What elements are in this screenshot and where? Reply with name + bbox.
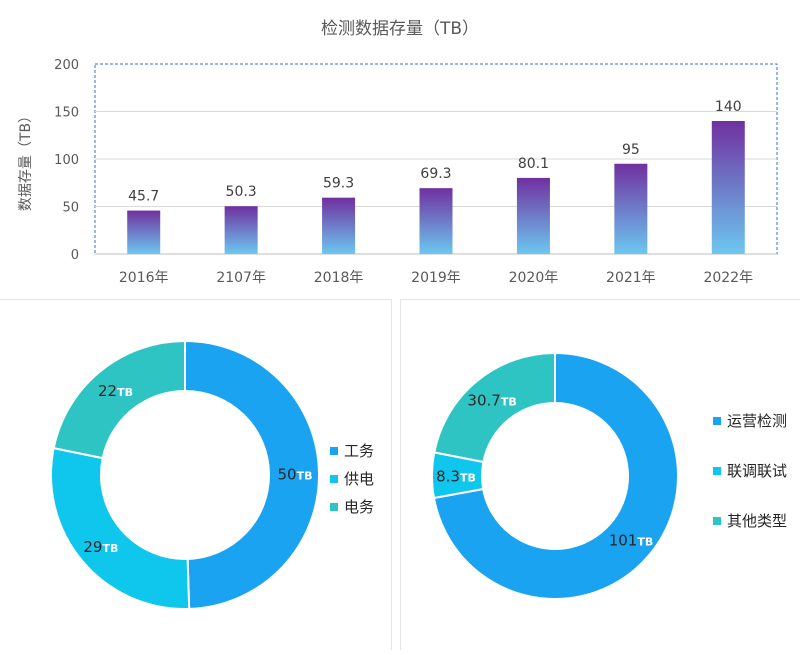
- x-tick-label: 2020年: [509, 270, 559, 286]
- bar-value-label: 59.3: [323, 176, 354, 192]
- donut-slices: [431, 351, 679, 600]
- slice-value: 30.7: [467, 392, 500, 410]
- y-tick-label: 200: [54, 58, 79, 73]
- legend-label: 电务: [344, 498, 374, 516]
- slice-value-label: 22TB: [98, 382, 133, 400]
- bar-value-label: 140: [715, 99, 742, 115]
- y-tick-label: 50: [62, 201, 79, 216]
- slice-value: 50: [277, 465, 296, 483]
- slice-value-label: 8.3TB: [436, 467, 476, 485]
- x-tick-labels: 2016年 2107年 2018年 2019年 2020年 2021年 2022年: [119, 270, 753, 286]
- bar-value-label: 80.1: [518, 156, 549, 172]
- slice-value: 8.3: [436, 467, 460, 485]
- bar: [614, 163, 648, 254]
- slice-value-label: 50TB: [277, 465, 312, 483]
- slice-unit: TB: [117, 386, 133, 399]
- donut-slice: [433, 351, 556, 464]
- y-tick-label: 100: [54, 153, 79, 168]
- x-tick-label: 2107年: [216, 270, 266, 286]
- slice-unit: TB: [637, 535, 653, 548]
- bar-value-label: 50.3: [226, 184, 257, 200]
- donut-slice: [432, 351, 679, 600]
- slice-unit: TB: [102, 542, 118, 555]
- legend-swatch: [330, 475, 338, 483]
- chart-title: 检测数据存量（TB）: [321, 19, 479, 39]
- legend-label: 其他类型: [727, 512, 787, 530]
- legend-swatch: [330, 447, 338, 455]
- bar: [224, 206, 258, 254]
- x-tick-label: 2022年: [703, 270, 753, 286]
- bar-value-labels: 45.7 50.3 59.3 69.3 80.1 95 140: [128, 99, 742, 205]
- donut-slice: [184, 339, 320, 610]
- bars: [127, 121, 745, 254]
- legend-swatch: [713, 517, 721, 525]
- y-axis-label: 数据存量（TB）: [18, 109, 34, 211]
- slice-value-label: 29TB: [83, 538, 118, 556]
- bar: [322, 197, 356, 254]
- slice-value-label: 30.7TB: [467, 392, 516, 410]
- bar-chart: 检测数据存量（TB） 数据存量（TB） 0 50 100 150 200 45.7 50.…: [18, 19, 778, 286]
- donut-panel-by-department: 50TB 29TB 22TB 工务 供电 电务: [0, 299, 392, 650]
- y-tick-label: 150: [54, 106, 79, 121]
- bar-value-label: 45.7: [128, 189, 159, 205]
- slice-value: 101: [609, 531, 638, 549]
- legend-label: 工务: [344, 442, 374, 460]
- donut-slice: [52, 339, 186, 460]
- y-tick-label: 0: [71, 248, 79, 263]
- legend-label: 供电: [344, 470, 374, 488]
- bar-chart-panel: 检测数据存量（TB） 数据存量（TB） 0 50 100 150 200 45.7 50.…: [0, 0, 800, 298]
- legend-swatch: [713, 467, 721, 475]
- x-tick-label: 2019年: [411, 270, 461, 286]
- bar: [419, 188, 453, 254]
- donut-slices: [50, 339, 320, 610]
- slice-unit: TB: [297, 469, 313, 482]
- slice-value: 29: [83, 538, 102, 556]
- bar: [127, 210, 161, 254]
- bar-value-label: 69.3: [420, 166, 451, 182]
- legend-swatch: [330, 503, 338, 511]
- bar-value-label: 95: [622, 142, 640, 158]
- bar: [711, 121, 745, 254]
- legend-label: 运营检测: [727, 412, 787, 430]
- legend-swatch: [713, 417, 721, 425]
- x-tick-label: 2016年: [119, 270, 169, 286]
- slice-value-label: 101TB: [609, 531, 654, 549]
- slice-unit: TB: [460, 471, 476, 484]
- x-tick-label: 2018年: [314, 270, 364, 286]
- x-tick-label: 2021年: [606, 270, 656, 286]
- legend-label: 联调联试: [727, 462, 787, 480]
- bar: [516, 177, 550, 254]
- slice-unit: TB: [501, 396, 517, 409]
- donut-panel-by-type: 101TB 8.3TB 30.7TB 运营检测 联调联试 其他类型: [400, 299, 800, 650]
- y-tick-labels: 0 50 100 150 200: [54, 58, 79, 263]
- slice-value: 22: [98, 382, 117, 400]
- donut-slice: [50, 446, 191, 610]
